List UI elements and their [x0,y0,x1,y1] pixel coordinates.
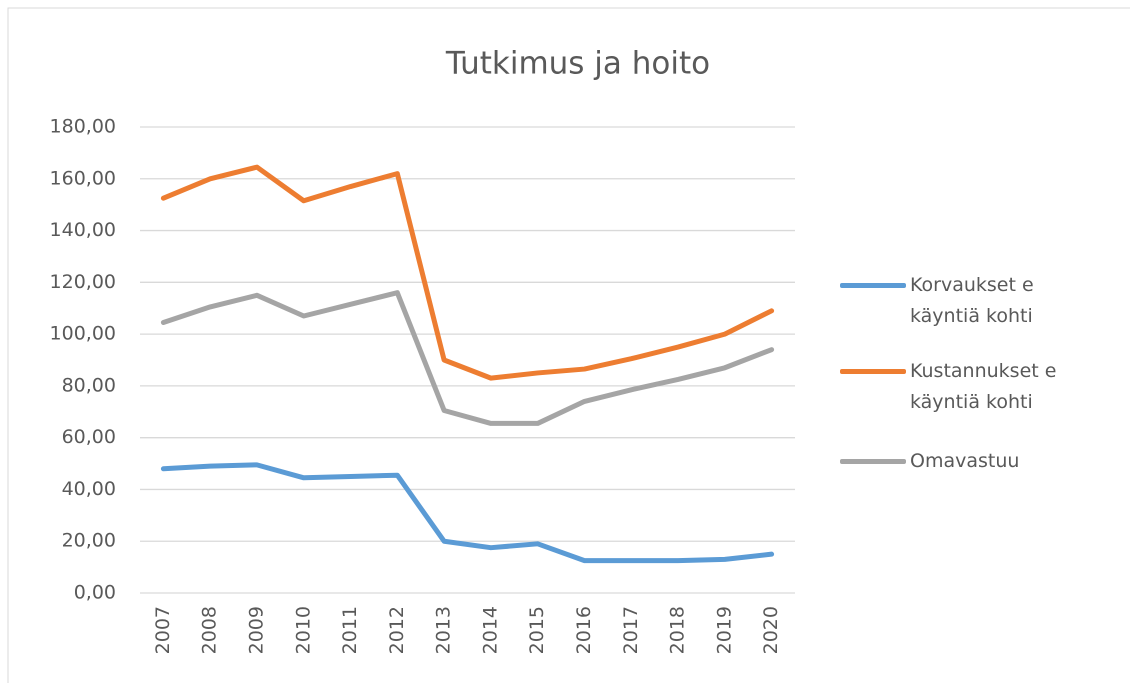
x-tick-label: 2017 [620,606,642,654]
y-tick-label: 100,00 [50,323,116,345]
x-tick-label: 2018 [667,606,689,654]
series-line [160,164,775,381]
y-tick-label: 40,00 [62,478,116,500]
legend-item: Korvaukset e käyntiä kohti [840,270,1100,332]
x-tick-label: 2015 [526,606,548,654]
legend-item: Kustannukset e käyntiä kohti [840,356,1100,418]
legend-item: Omavastuu [840,446,1100,477]
series-line [160,290,775,426]
y-tick-label: 160,00 [50,167,116,189]
x-tick-label: 2020 [760,606,782,654]
y-tick-label: 20,00 [62,530,116,552]
x-tick-label: 2008 [199,606,221,654]
y-tick-label: 180,00 [50,116,116,138]
legend-swatch [840,369,906,374]
chart-frame [7,7,1130,683]
legend-label: Omavastuu [910,450,1020,472]
legend-swatch [840,283,906,288]
legend-label: Kustannukset e käyntiä kohti [910,360,1057,413]
legend-label: Korvaukset e käyntiä kohti [910,274,1034,327]
y-tick-label: 0,00 [74,582,116,604]
x-tick-label: 2010 [292,606,314,654]
legend-swatch [840,459,906,464]
y-tick-label: 120,00 [50,271,116,293]
x-tick-label: 2019 [713,606,735,654]
y-tick-label: 140,00 [50,219,116,241]
y-tick-label: 80,00 [62,374,116,396]
y-tick-label: 60,00 [62,426,116,448]
x-tick-label: 2016 [573,606,595,654]
x-tick-label: 2009 [245,606,267,654]
x-tick-label: 2013 [433,606,455,654]
x-tick-label: 2014 [479,606,501,654]
series-line [160,462,775,564]
x-tick-label: 2011 [339,606,361,654]
x-tick-label: 2007 [152,606,174,654]
x-tick-label: 2012 [386,606,408,654]
chart-title: Tutkimus ja hoito [445,46,710,82]
